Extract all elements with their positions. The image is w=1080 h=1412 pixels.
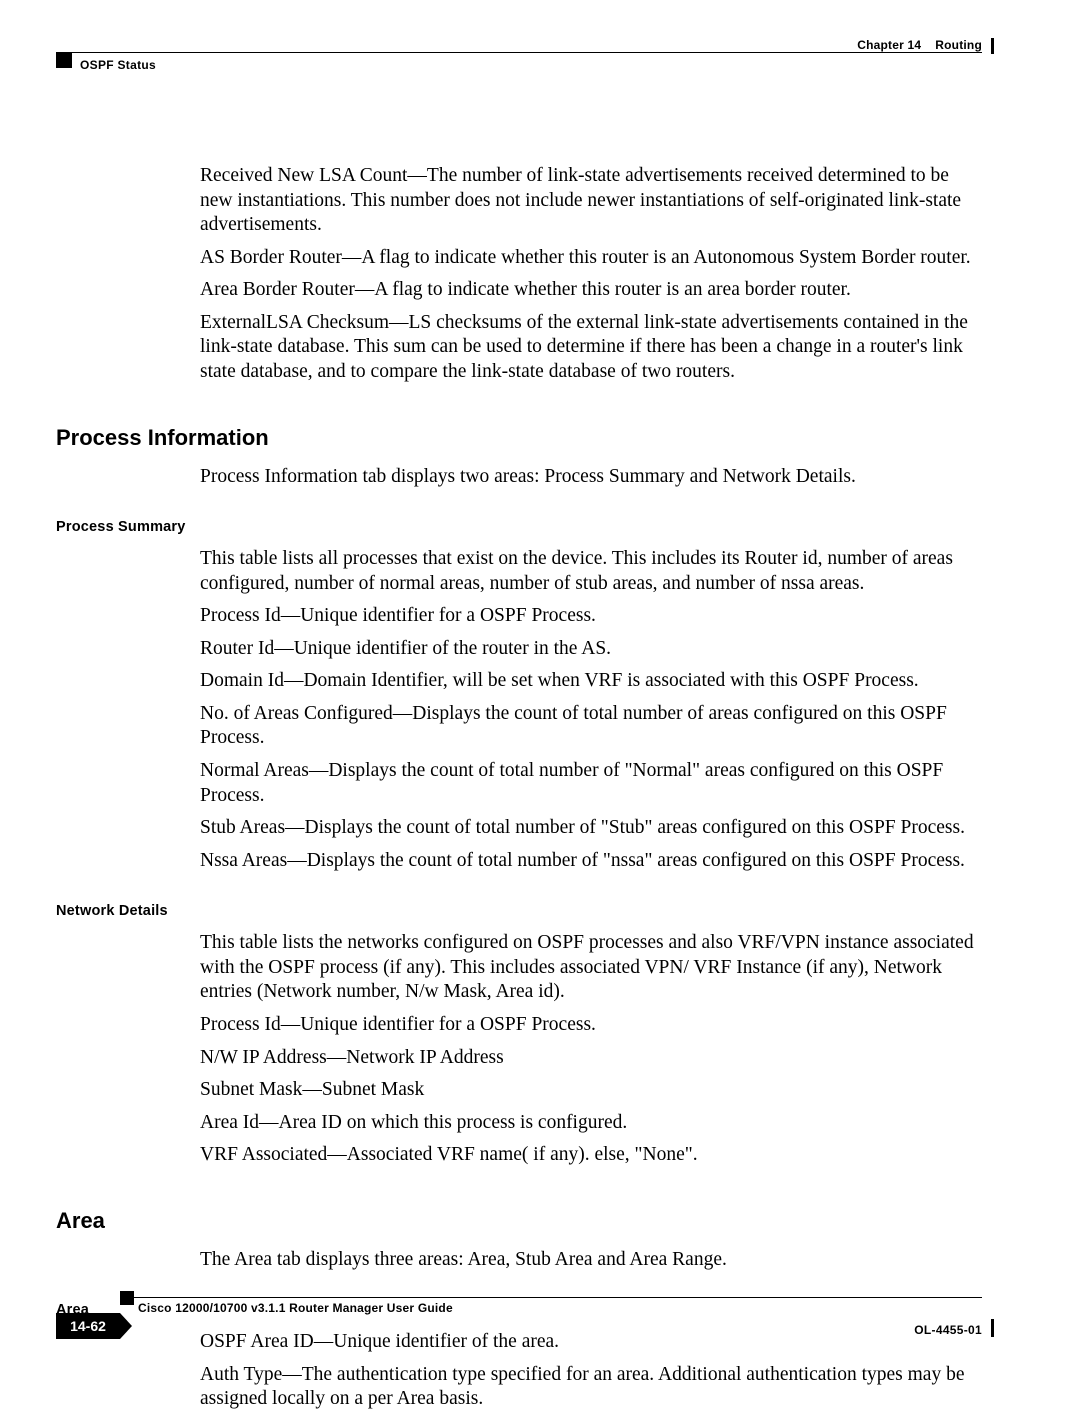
heading-network-details: Network Details: [56, 903, 982, 919]
body-paragraph: Normal Areas—Displays the count of total…: [200, 759, 982, 808]
body-paragraph: Process Id—Unique identifier for a OSPF …: [200, 1013, 982, 1038]
body-paragraph: N/W IP Address—Network IP Address: [200, 1046, 982, 1071]
body-paragraph: Received New LSA Count—The number of lin…: [200, 164, 982, 238]
page-header: Chapter 14 Routing OSPF Status: [56, 38, 982, 78]
header-chapter: Chapter 14 Routing: [857, 38, 982, 52]
body-paragraph: Area Id—Area ID on which this process is…: [200, 1111, 982, 1136]
footer-right-rule-icon: [991, 1319, 994, 1337]
body-paragraph: Process Information tab displays two are…: [200, 465, 982, 490]
chapter-label: Chapter 14: [857, 38, 921, 52]
header-rule: [56, 52, 982, 53]
footer-doc-number: OL-4455-01: [914, 1323, 982, 1337]
body-paragraph: No. of Areas Configured—Displays the cou…: [200, 702, 982, 751]
body-paragraph: Auth Type—The authentication type specif…: [200, 1363, 982, 1412]
body-paragraph: Subnet Mask—Subnet Mask: [200, 1078, 982, 1103]
header-section: OSPF Status: [80, 58, 156, 72]
heading-process-summary: Process Summary: [56, 519, 982, 535]
body-paragraph: This table lists all processes that exis…: [200, 547, 982, 596]
page-footer: Cisco 12000/10700 v3.1.1 Router Manager …: [56, 1297, 982, 1357]
body-paragraph: Stub Areas—Displays the count of total n…: [200, 816, 982, 841]
network-details-block: This table lists the networks configured…: [200, 931, 982, 1168]
footer-square-icon: [120, 1291, 134, 1305]
body-paragraph: Router Id—Unique identifier of the route…: [200, 637, 982, 662]
footer-page-number: 14-62: [56, 1313, 120, 1339]
body-paragraph: Area Border Router—A flag to indicate wh…: [200, 278, 982, 303]
header-square-icon: [56, 52, 72, 68]
body-paragraph: VRF Associated—Associated VRF name( if a…: [200, 1143, 982, 1168]
body-paragraph: Process Id—Unique identifier for a OSPF …: [200, 604, 982, 629]
chapter-title: Routing: [935, 38, 982, 52]
body-paragraph: The Area tab displays three areas: Area,…: [200, 1248, 982, 1273]
footer-triangle-icon: [120, 1313, 132, 1339]
body-paragraph: AS Border Router—A flag to indicate whet…: [200, 246, 982, 271]
body-paragraph: Domain Id—Domain Identifier, will be set…: [200, 669, 982, 694]
footer-rule: [134, 1297, 982, 1298]
body-paragraph: ExternalLSA Checksum—LS checksums of the…: [200, 311, 982, 385]
heading-area: Area: [56, 1208, 982, 1234]
header-right-rule-icon: [991, 38, 994, 54]
body-paragraph: Nssa Areas—Displays the count of total n…: [200, 849, 982, 874]
footer-guide-title: Cisco 12000/10700 v3.1.1 Router Manager …: [138, 1301, 453, 1315]
page-content: Received New LSA Count—The number of lin…: [56, 164, 982, 1412]
intro-block: Received New LSA Count—The number of lin…: [200, 164, 982, 385]
heading-process-information: Process Information: [56, 425, 982, 451]
body-paragraph: This table lists the networks configured…: [200, 931, 982, 1005]
process-summary-block: This table lists all processes that exis…: [200, 547, 982, 873]
